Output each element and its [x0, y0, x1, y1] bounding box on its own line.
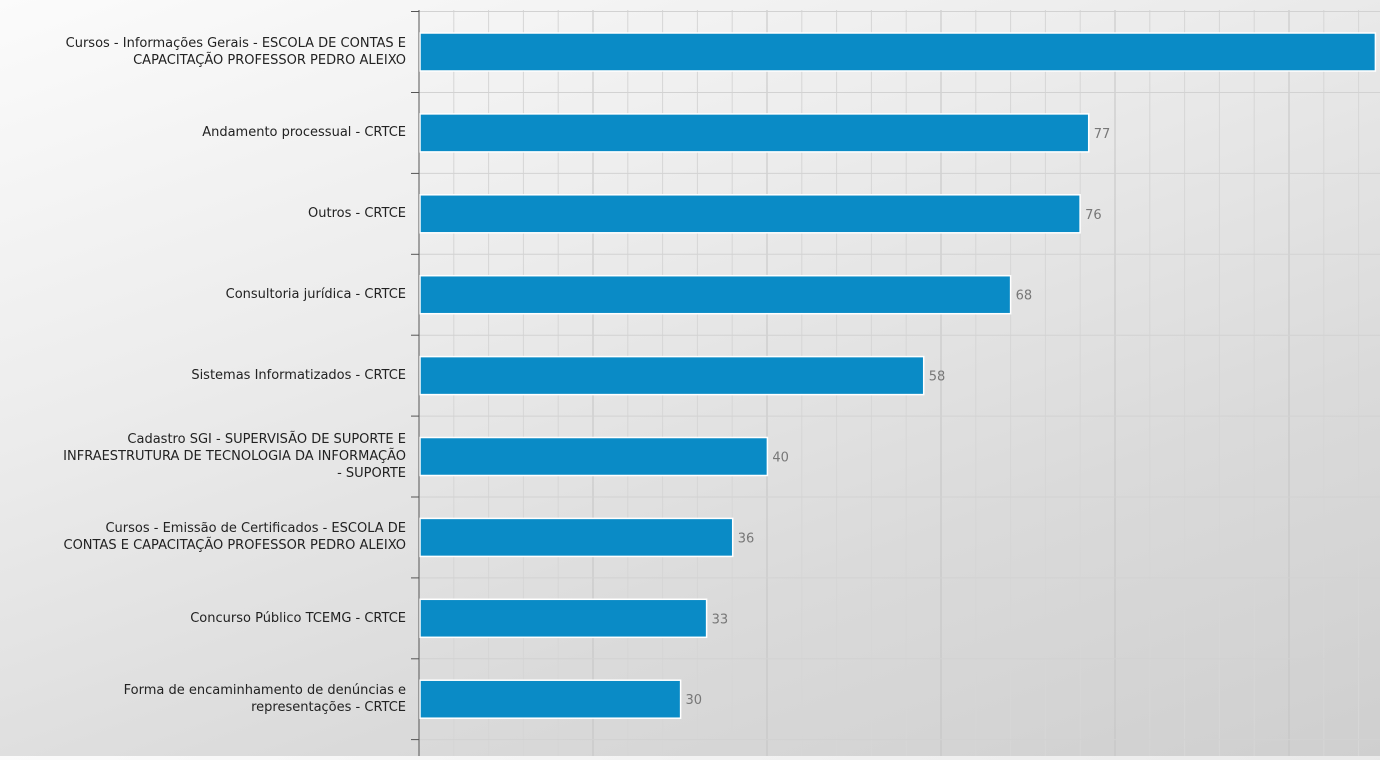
bar [419, 517, 734, 558]
data-label: 36 [738, 531, 755, 546]
category-label: Cadastro SGI - SUPERVISÃO DE SUPORTE E I… [63, 432, 406, 481]
category-label: Forma de encaminhamento de denúncias e r… [123, 683, 406, 716]
data-label: 40 [772, 451, 789, 466]
data-label: 33 [712, 612, 729, 627]
category-label: Cursos - Informações Gerais - ESCOLA DE … [65, 36, 406, 68]
data-label: 76 [1085, 208, 1102, 223]
data-label: 77 [1094, 127, 1111, 142]
bar [419, 598, 708, 639]
data-label: 68 [1016, 289, 1033, 304]
bar [419, 436, 769, 477]
bar [419, 355, 925, 396]
bar [419, 113, 1090, 153]
category-label: Consultoria jurídica - CRTCE [225, 287, 406, 303]
data-label: 30 [686, 693, 703, 708]
bar [419, 32, 1377, 72]
data-label: 58 [929, 370, 946, 385]
bar [419, 679, 682, 719]
category-label: Andamento processual - CRTCE [202, 125, 406, 141]
bar [419, 274, 1012, 315]
category-label: Sistemas Informatizados - CRTCE [191, 368, 406, 384]
category-label: Outros - CRTCE [308, 206, 406, 222]
bar [419, 194, 1081, 234]
category-label: Concurso Público TCEMG - CRTCE [190, 610, 406, 626]
category-label: Cursos - Emissão de Certificados - ESCOL… [63, 521, 407, 554]
